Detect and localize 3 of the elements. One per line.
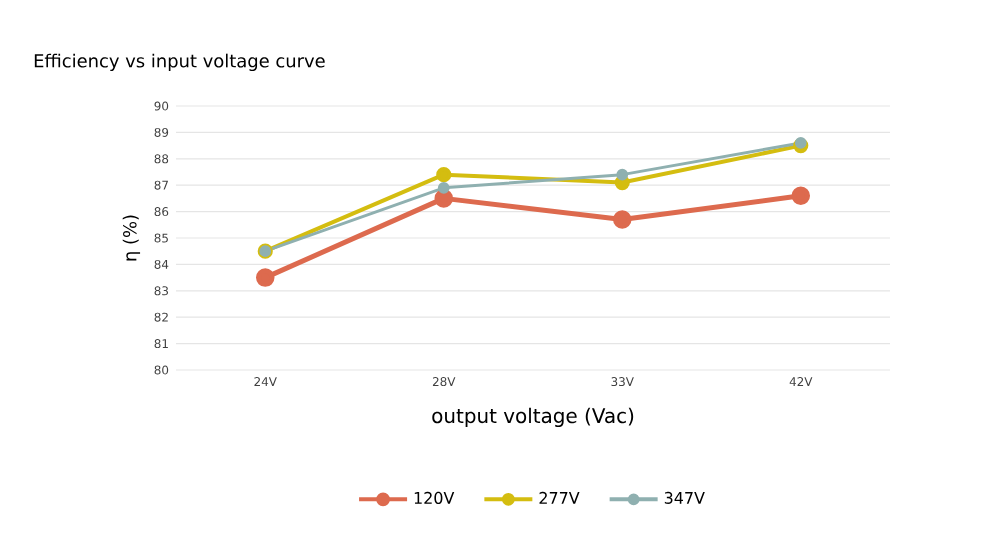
- x-axis-title: output voltage (Vac): [432, 407, 634, 428]
- chart-title: Efficiency vs input voltage curve: [34, 53, 325, 72]
- y-axis-title: η (%): [122, 215, 141, 261]
